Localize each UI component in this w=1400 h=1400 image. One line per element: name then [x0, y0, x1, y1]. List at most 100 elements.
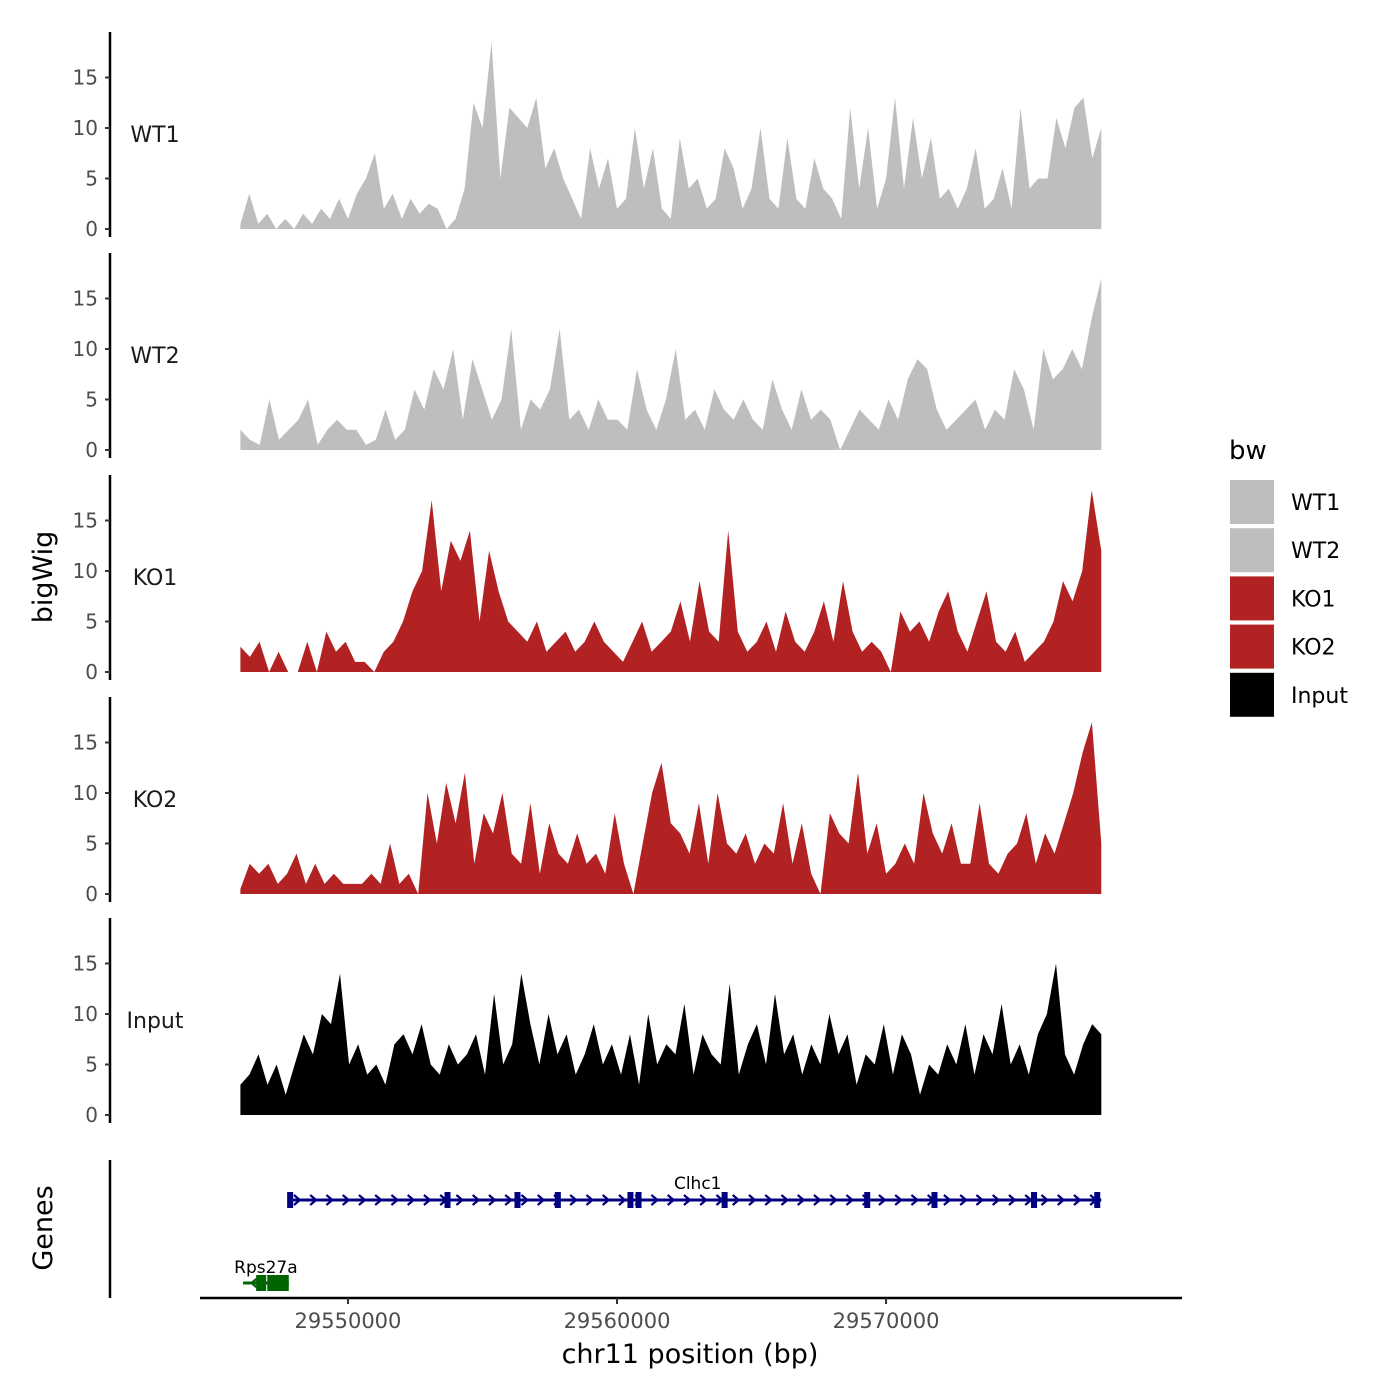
y-axis-title-genes: Genes	[28, 1185, 59, 1270]
track-wt1: 0 5 10 15 WT1	[73, 32, 1102, 241]
legend-label-ko1: KO1	[1291, 587, 1336, 612]
x-axis-title: chr11 position (bp)	[562, 1339, 819, 1370]
x-tick-label: 29570000	[833, 1309, 940, 1333]
strand-arrow	[423, 1194, 432, 1206]
strand-arrow	[390, 1194, 400, 1206]
gene-label: Clhc1	[674, 1174, 722, 1194]
exon	[635, 1192, 642, 1208]
track-ko2: 0 5 10 15 KO2	[73, 697, 1102, 906]
strand-arrow	[796, 1194, 806, 1206]
track-label: KO2	[133, 788, 178, 813]
strand-arrow	[959, 1194, 968, 1206]
strand-arrow	[374, 1194, 383, 1206]
strand-arrow	[975, 1194, 985, 1206]
exon	[931, 1192, 938, 1208]
y-tick-label: 5	[85, 388, 98, 412]
strand-arrow	[650, 1194, 660, 1206]
strand-arrow	[731, 1194, 741, 1206]
exon	[444, 1192, 451, 1208]
area-series-ko1	[240, 490, 1102, 672]
strand-arrow	[699, 1194, 708, 1206]
track-wt2: 0 5 10 15 WT2	[73, 253, 1102, 462]
legend-label-input: Input	[1291, 684, 1348, 709]
legend-label-ko2: KO2	[1291, 636, 1336, 661]
y-tick-label: 15	[73, 66, 98, 90]
track-label: Input	[127, 1009, 184, 1034]
y-tick-label: 10	[73, 781, 98, 805]
exon	[864, 1192, 871, 1208]
exon	[514, 1192, 521, 1208]
y-tick-label: 15	[73, 287, 98, 311]
y-tick-label: 10	[73, 1002, 98, 1026]
y-tick-label: 5	[85, 1053, 98, 1077]
track-label: WT1	[130, 123, 179, 148]
strand-arrow	[683, 1194, 692, 1206]
strand-arrow	[585, 1194, 595, 1206]
legend: bw WT1 WT2 KO1 KO2 Input	[1229, 436, 1348, 717]
genes-panel: Clhc1 Rps27a 29550000 29560000 29570000	[108, 1160, 1182, 1333]
gene-clhc1: Clhc1	[287, 1174, 1102, 1208]
track-ko1: 0 5 10 15 KO1	[73, 475, 1102, 684]
legend-label-wt2: WT2	[1291, 539, 1340, 564]
strand-arrow	[829, 1194, 838, 1206]
legend-key-ko2	[1230, 624, 1274, 669]
gene-rps27a: Rps27a	[234, 1258, 298, 1291]
strand-arrow	[780, 1194, 790, 1206]
strand-arrow	[878, 1194, 887, 1206]
area-series-wt1	[240, 42, 1102, 230]
exon	[267, 1275, 289, 1291]
y-tick-label: 5	[85, 167, 98, 191]
legend-title: bw	[1229, 436, 1267, 466]
y-tick-label: 10	[73, 116, 98, 140]
y-tick-label: 0	[85, 882, 98, 906]
x-tick-label: 29550000	[295, 1309, 402, 1333]
strand-arrow	[249, 1277, 259, 1289]
strand-arrow	[569, 1194, 578, 1206]
y-axis-title-bigwig: bigWig	[28, 531, 59, 624]
strand-arrow	[991, 1194, 1001, 1206]
exon	[554, 1192, 561, 1208]
strand-arrow	[325, 1194, 335, 1206]
y-tick-label: 0	[85, 217, 98, 241]
area-series-ko2	[240, 722, 1102, 894]
strand-arrow	[666, 1194, 676, 1206]
strand-arrow	[293, 1194, 302, 1206]
strand-arrow	[406, 1194, 416, 1206]
x-tick-label: 29560000	[564, 1309, 671, 1333]
gene-label: Rps27a	[234, 1258, 298, 1278]
bigwig-tracks: 0 5 10 15 WT1 0 5 10 15 WT2 0 5 10 15 KO1 0 5 10 15 KO2 0 5 10…	[73, 32, 1102, 1127]
y-tick-label: 0	[85, 1103, 98, 1127]
legend-label-wt1: WT1	[1291, 491, 1340, 516]
strand-arrow	[764, 1194, 773, 1206]
exon	[721, 1192, 728, 1208]
strand-arrow	[1056, 1194, 1066, 1206]
y-tick-label: 10	[73, 559, 98, 583]
strand-arrow	[618, 1194, 627, 1206]
strand-arrow	[341, 1194, 351, 1206]
y-tick-label: 5	[85, 610, 98, 634]
strand-arrow	[536, 1194, 546, 1206]
y-tick-label: 15	[73, 509, 98, 533]
strand-arrow	[943, 1194, 952, 1206]
legend-key-wt1	[1230, 480, 1274, 524]
exon	[256, 1275, 267, 1291]
strand-arrow	[894, 1194, 903, 1206]
area-series-input	[240, 963, 1102, 1115]
strand-arrow	[845, 1194, 855, 1206]
legend-key-ko1	[1230, 576, 1274, 621]
y-tick-label: 0	[85, 438, 98, 462]
legend-key-wt2	[1230, 528, 1274, 573]
strand-arrow	[520, 1194, 530, 1206]
y-tick-label: 15	[73, 731, 98, 755]
track-input: 0 5 10 15 Input	[73, 918, 1102, 1127]
exon	[1094, 1192, 1101, 1208]
x-axis: 29550000 29560000 29570000	[200, 1296, 1182, 1333]
track-label: WT2	[130, 344, 179, 369]
strand-arrow	[504, 1194, 513, 1206]
y-tick-label: 10	[73, 337, 98, 361]
exon	[287, 1192, 294, 1208]
y-tick-label: 0	[85, 660, 98, 684]
strand-arrow	[358, 1194, 367, 1206]
strand-arrow	[1073, 1194, 1082, 1206]
